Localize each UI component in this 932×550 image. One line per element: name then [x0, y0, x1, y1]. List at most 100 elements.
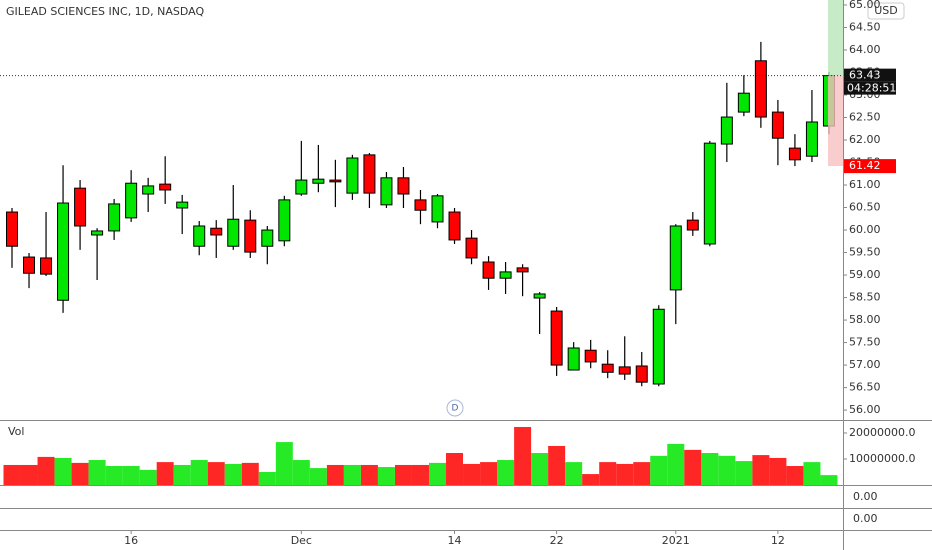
- candle-body: [414, 199, 427, 211]
- candle-body: [159, 183, 172, 191]
- y-tick-label: 57.50: [849, 336, 881, 349]
- y-tick-label: 60.00: [849, 223, 881, 236]
- last-price-badge: [844, 68, 896, 82]
- volume-bar: [616, 463, 634, 485]
- currency-box[interactable]: [867, 2, 905, 20]
- volume-bar: [292, 460, 310, 485]
- y-tick-label: 61.00: [849, 178, 881, 191]
- volume-bar: [718, 455, 736, 485]
- volume-bar: [633, 462, 651, 485]
- nav-button[interactable]: [446, 399, 464, 417]
- candle-body: [550, 310, 563, 366]
- volume-bar: [394, 464, 412, 485]
- volume-bar: [803, 462, 821, 485]
- x-tick-label: 22: [550, 534, 564, 547]
- volume-bar: [650, 455, 668, 485]
- volume-bar: [275, 442, 293, 485]
- volume-bar: [599, 462, 617, 485]
- x-tick-label: 14: [448, 534, 462, 547]
- candle-body: [737, 92, 750, 113]
- volume-label: Vol: [8, 425, 24, 438]
- candle-body: [567, 347, 580, 371]
- y-tick-label: 62.00: [849, 133, 881, 146]
- volume-bar: [241, 462, 259, 485]
- y-tick-label: 56.50: [849, 381, 881, 394]
- volume-bar: [667, 443, 685, 485]
- nav-button-label[interactable]: D: [452, 404, 459, 414]
- y-tick-label: 10000000.0: [849, 452, 915, 465]
- candle-body: [788, 147, 801, 161]
- volume-bar: [190, 460, 208, 485]
- candle-body: [6, 211, 18, 247]
- candle-body: [618, 366, 631, 375]
- candle-body: [771, 111, 784, 139]
- candle-body: [363, 154, 376, 194]
- volume-bar: [343, 464, 361, 485]
- volume-bar: [37, 456, 55, 485]
- marker-label: 61.42: [849, 159, 881, 172]
- candle-body: [278, 199, 291, 242]
- y-tick-label: 20000000.0: [849, 426, 915, 439]
- y-tick-label: 0.00: [853, 490, 878, 503]
- candle-body: [516, 267, 529, 273]
- volume-bar: [360, 464, 378, 485]
- currency[interactable]: USD: [874, 4, 898, 17]
- candle-body: [108, 203, 121, 232]
- volume-bar: [514, 426, 532, 485]
- volume-bar: [20, 464, 38, 485]
- volume-bar: [752, 455, 770, 485]
- y-tick-label: 58.50: [849, 291, 881, 304]
- volume-bar: [820, 475, 838, 485]
- countdown-badge: [844, 81, 896, 95]
- candle-body: [210, 227, 223, 236]
- candle-body: [329, 179, 342, 183]
- volume-bar: [377, 467, 395, 485]
- candle-body: [669, 225, 682, 291]
- volume-bar: [88, 460, 106, 485]
- candle-body: [584, 349, 597, 363]
- y-tick-label: 64.50: [849, 20, 881, 33]
- candle-body: [805, 121, 818, 157]
- candle-body: [57, 202, 70, 301]
- volume-bar: [429, 462, 446, 485]
- chart-title: GILEAD SCIENCES INC, 1D, NASDAQ: [6, 5, 204, 18]
- candle-body: [176, 201, 189, 209]
- volume-bar: [446, 453, 464, 485]
- candle-body: [244, 219, 257, 253]
- x-tick-label: 2021: [662, 534, 690, 547]
- profit-zone: [828, 0, 843, 76]
- volume-bar: [411, 464, 429, 485]
- x-tick-label: Dec: [291, 534, 312, 547]
- y-tick-label: 58.00: [849, 313, 881, 326]
- volume-bar: [548, 445, 566, 485]
- candle-body: [346, 157, 359, 194]
- volume-bar: [786, 466, 804, 485]
- candle-body: [23, 256, 36, 274]
- volume-bar: [769, 457, 787, 485]
- candle-body: [635, 365, 648, 383]
- candle-body: [652, 308, 665, 385]
- volume-bar: [258, 471, 276, 485]
- candle-body: [431, 195, 444, 223]
- volume-bar: [480, 462, 498, 485]
- candle-body: [40, 257, 53, 275]
- y-tick-label: 59.00: [849, 268, 881, 281]
- x-tick-label: 16: [124, 534, 138, 547]
- volume-bar: [156, 462, 174, 485]
- y-tick-label: 0.00: [853, 512, 878, 525]
- volume-bar: [735, 461, 753, 485]
- volume-bar: [701, 453, 719, 485]
- candle-body: [397, 177, 410, 195]
- x-tick-label: 12: [771, 534, 785, 547]
- volume-bar: [71, 462, 89, 485]
- volume-bar: [139, 469, 157, 485]
- plot-layer: [3, 0, 843, 485]
- candle-body: [312, 178, 325, 184]
- y-tick-label: 56.00: [849, 403, 881, 416]
- volume-bar: [326, 464, 344, 485]
- volume-bar: [173, 464, 191, 485]
- candle-body: [720, 116, 733, 145]
- y-tick-label: 65.00: [849, 0, 881, 11]
- volume-bar: [224, 463, 242, 485]
